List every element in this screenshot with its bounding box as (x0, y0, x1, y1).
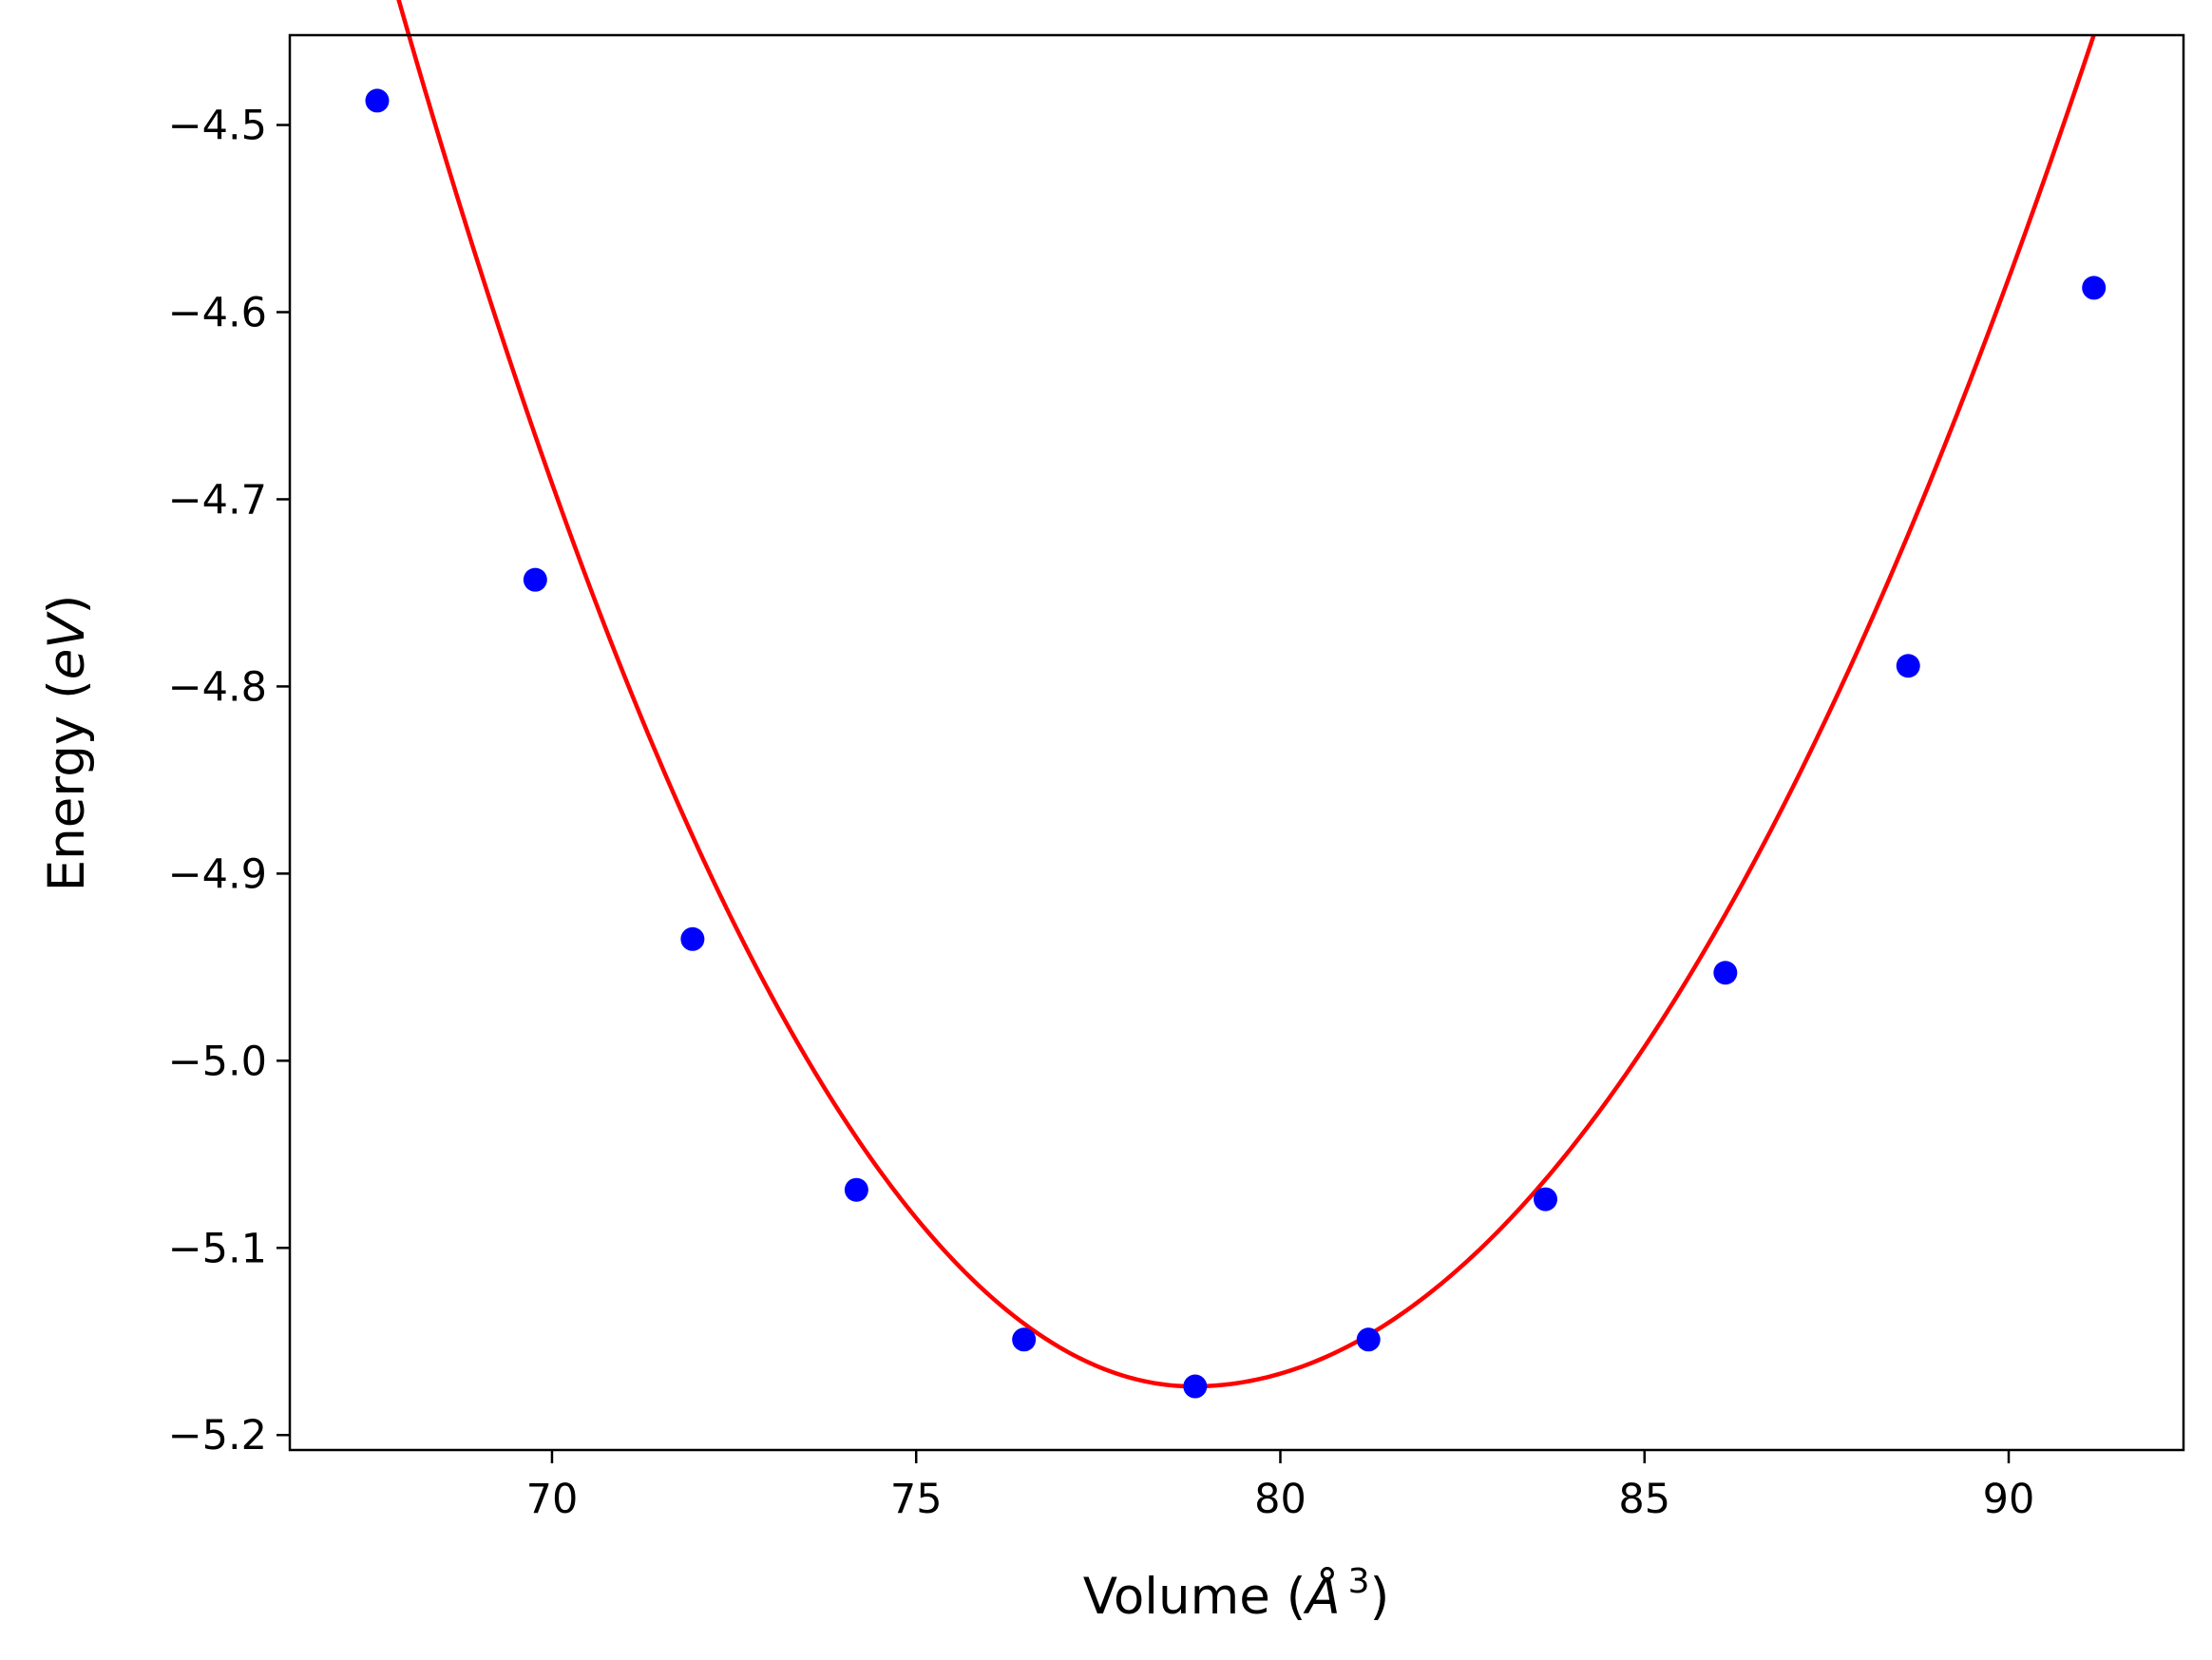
plot-area-background (290, 35, 2183, 1450)
data-point (844, 1177, 868, 1202)
data-points-layer (365, 88, 2107, 1399)
fit-curve-layer (396, 0, 2096, 1389)
x-axis-label-unit: Å (1303, 1565, 1340, 1626)
y-axis-label: Energy (eV) (38, 595, 96, 892)
data-point (523, 567, 547, 592)
plot-frame (288, 33, 2185, 1452)
fit-curve (396, 0, 2096, 1389)
data-point (680, 926, 705, 951)
x-tick-label: 85 (1618, 1476, 1670, 1523)
y-tick-label: −4.9 (168, 850, 267, 898)
y-tick-label: −5.0 (168, 1038, 267, 1085)
x-axis-label-close: ) (1370, 1568, 1390, 1626)
y-tick-label: −5.2 (168, 1412, 267, 1460)
data-point (1534, 1187, 1558, 1212)
data-point (1012, 1327, 1037, 1352)
y-tick-label: −4.8 (168, 663, 267, 711)
x-axis-ticks: 70 75 80 85 90 (526, 1450, 2035, 1523)
data-point (1183, 1374, 1208, 1399)
y-axis-label-close: ) (38, 595, 96, 615)
x-axis-label-open: ( (1287, 1568, 1306, 1626)
data-point (365, 88, 390, 113)
x-axis-label: Volume (Å 3) (1083, 1562, 1390, 1626)
y-tick-label: −5.1 (168, 1225, 267, 1272)
data-point (2082, 276, 2107, 300)
y-tick-label: −4.7 (168, 476, 267, 524)
x-tick-label: 80 (1254, 1476, 1306, 1523)
y-axis-label-unit: eV (38, 611, 96, 680)
x-tick-label: 70 (526, 1476, 579, 1523)
y-tick-label: −4.5 (168, 103, 267, 150)
y-axis-label-open: ( (38, 679, 96, 699)
data-point (1896, 654, 1920, 678)
x-axis-label-exponent: 3 (1348, 1562, 1370, 1601)
x-tick-label: 90 (1983, 1476, 2035, 1523)
y-axis-ticks: −4.5 −4.6 −4.7 −4.8 −4.9 −5.0 −5.1 −5.2 (168, 103, 290, 1460)
data-point (1713, 961, 1738, 985)
x-axis-label-text: Volume (1083, 1568, 1270, 1626)
y-tick-label: −4.6 (168, 289, 267, 336)
x-tick-label: 75 (890, 1476, 943, 1523)
y-axis-label-text: Energy (38, 716, 96, 892)
data-point (1356, 1327, 1381, 1352)
